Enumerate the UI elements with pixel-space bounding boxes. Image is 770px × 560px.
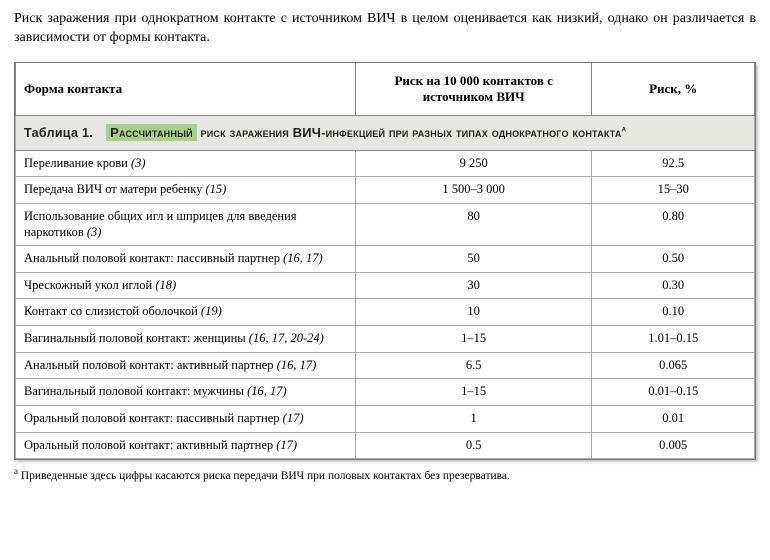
cell-percent: 0.10 — [592, 299, 755, 326]
table-row: Переливание крови (3)9 25092.5 — [16, 150, 755, 177]
table-title-rest: риск заражения ВИЧ-инфекцией при разных … — [197, 125, 622, 140]
row-label: Переливание крови — [24, 156, 131, 170]
cell-percent: 92.5 — [592, 150, 755, 177]
table-row: Анальный половой контакт: пассивный парт… — [16, 246, 755, 273]
row-label: Передача ВИЧ от матери ребенку — [24, 182, 206, 196]
cell-per-10000: 0.5 — [355, 432, 591, 459]
row-reference: (3) — [87, 225, 102, 239]
cell-percent: 1.01–0.15 — [592, 326, 755, 353]
table-row: Вагинальный половой контакт: женщины (16… — [16, 326, 755, 353]
table-container: Таблица 1. Рассчитанный риск заражения В… — [14, 62, 756, 460]
cell-per-10000: 1–15 — [355, 379, 591, 406]
row-reference: (16, 17, 20-24) — [249, 331, 324, 345]
cell-percent: 0.01 — [592, 405, 755, 432]
cell-per-10000: 50 — [355, 246, 591, 273]
col-header-percent: Риск, % — [592, 63, 755, 116]
cell-form: Контакт со слизистой оболочкой (19) — [16, 299, 356, 326]
cell-percent: 0.065 — [592, 352, 755, 379]
table-title-sup: а — [622, 124, 627, 134]
cell-form: Переливание крови (3) — [16, 150, 356, 177]
row-reference: (19) — [201, 304, 222, 318]
cell-form: Чрескожный укол иглой (18) — [16, 272, 356, 299]
row-label: Контакт со слизистой оболочкой — [24, 304, 201, 318]
cell-percent: 0.80 — [592, 203, 755, 245]
row-label: Использование общих игл и шприцев для вв… — [24, 209, 297, 239]
table-row: Контакт со слизистой оболочкой (19)100.1… — [16, 299, 755, 326]
row-reference: (16, 17) — [277, 358, 317, 372]
cell-form: Анальный половой контакт: активный партн… — [16, 352, 356, 379]
row-reference: (16, 17) — [283, 251, 323, 265]
cell-per-10000: 9 250 — [355, 150, 591, 177]
cell-per-10000: 80 — [355, 203, 591, 245]
risk-table: Таблица 1. Рассчитанный риск заражения В… — [15, 63, 755, 459]
cell-form: Оральный половой контакт: пассивный парт… — [16, 405, 356, 432]
table-title: Рассчитанный риск заражения ВИЧ-инфекцие… — [106, 125, 626, 140]
row-reference: (18) — [155, 278, 176, 292]
cell-per-10000: 1 — [355, 405, 591, 432]
row-reference: (17) — [276, 438, 297, 452]
table-head: Форма контакта Риск на 10 000 контактов … — [16, 63, 755, 116]
cell-form: Использование общих игл и шприцев для вв… — [16, 203, 356, 245]
col-header-risk: Риск на 10 000 контактов с источником ВИ… — [355, 63, 591, 116]
table-body: Переливание крови (3)9 25092.5Передача В… — [16, 150, 755, 459]
row-label: Оральный половой контакт: активный парт­… — [24, 438, 276, 452]
cell-form: Оральный половой контакт: активный парт­… — [16, 432, 356, 459]
intro-paragraph: Риск заражения при однократном контакте … — [14, 10, 756, 48]
cell-per-10000: 1 500–3 000 — [355, 177, 591, 204]
cell-form: Анальный половой контакт: пассивный парт… — [16, 246, 356, 273]
row-reference: (15) — [206, 182, 227, 196]
table-row: Передача ВИЧ от матери ребенку (15)1 500… — [16, 177, 755, 204]
row-reference: (17) — [283, 411, 304, 425]
table-row: Анальный половой контакт: активный партн… — [16, 352, 755, 379]
table-caption: Таблица 1. Рассчитанный риск заражения В… — [16, 115, 755, 150]
row-label: Чрескожный укол иглой — [24, 278, 155, 292]
cell-per-10000: 1–15 — [355, 326, 591, 353]
cell-per-10000: 30 — [355, 272, 591, 299]
row-label: Анальный половой контакт: активный партн… — [24, 358, 277, 372]
row-reference: (3) — [131, 156, 146, 170]
footnote-text: Приведенные здесь цифры касаются риска п… — [18, 470, 510, 482]
row-label: Анальный половой контакт: пассивный парт… — [24, 251, 283, 265]
cell-form: Вагинальный половой контакт: мужчины (16… — [16, 379, 356, 406]
row-reference: (16, 17) — [247, 384, 287, 398]
table-row: Вагинальный половой контакт: мужчины (16… — [16, 379, 755, 406]
cell-percent: 0.005 — [592, 432, 755, 459]
table-title-accent: Рассчитанный — [106, 124, 197, 141]
row-label: Оральный половой контакт: пассивный парт… — [24, 411, 283, 425]
cell-percent: 0.01–0.15 — [592, 379, 755, 406]
cell-per-10000: 10 — [355, 299, 591, 326]
cell-form: Вагинальный половой контакт: женщины (16… — [16, 326, 356, 353]
cell-percent: 0.30 — [592, 272, 755, 299]
cell-percent: 0.50 — [592, 246, 755, 273]
table-row: Оральный половой контакт: активный парт­… — [16, 432, 755, 459]
cell-form: Передача ВИЧ от матери ребенку (15) — [16, 177, 356, 204]
table-label: Таблица 1. — [24, 126, 93, 140]
table-row: Чрескожный укол иглой (18)300.30 — [16, 272, 755, 299]
table-row: Оральный половой контакт: пассивный парт… — [16, 405, 755, 432]
page: Риск заражения при однократном контакте … — [0, 0, 770, 560]
table-caption-row: Таблица 1. Рассчитанный риск заражения В… — [16, 115, 755, 150]
footnote: а Приведенные здесь цифры касаются риска… — [14, 466, 756, 484]
row-label: Вагинальный половой контакт: мужчины — [24, 384, 247, 398]
table-row: Использование общих игл и шприцев для вв… — [16, 203, 755, 245]
row-label: Вагинальный половой контакт: женщины — [24, 331, 249, 345]
cell-percent: 15–30 — [592, 177, 755, 204]
col-header-form: Форма контакта — [16, 63, 356, 116]
cell-per-10000: 6.5 — [355, 352, 591, 379]
